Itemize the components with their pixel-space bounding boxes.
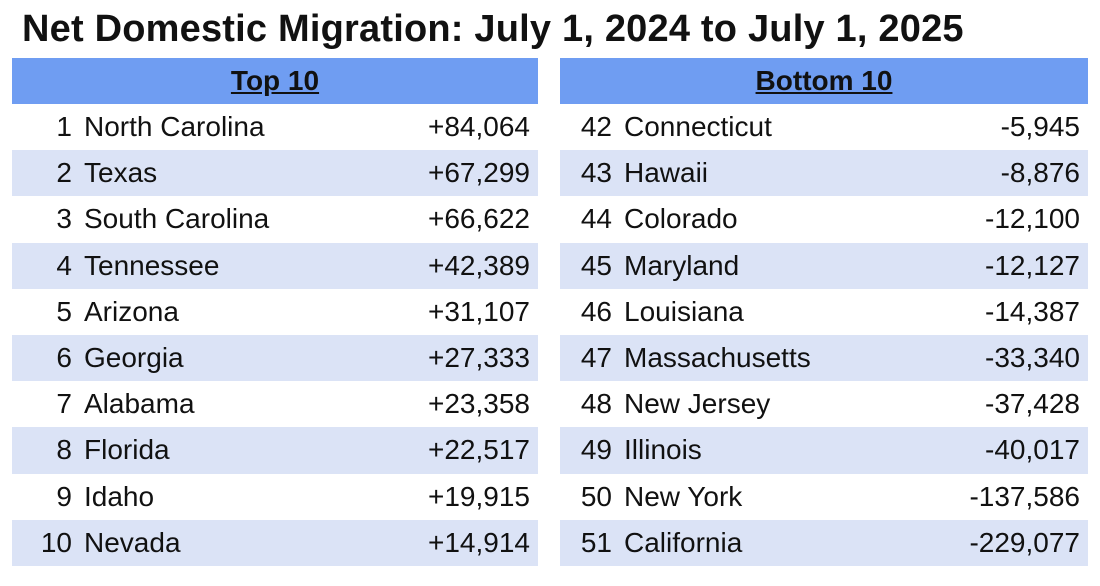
table-row: 10 Nevada +14,914 <box>12 519 538 566</box>
state-cell: North Carolina <box>84 111 265 143</box>
rank-cell: 46 <box>580 295 612 327</box>
table-row: 50 New York -137,586 <box>560 474 1088 520</box>
value-cell: +42,389 <box>428 249 530 281</box>
value-cell: -229,077 <box>969 526 1080 558</box>
table-row: 5 Arizona +31,107 <box>12 289 538 335</box>
state-cell: Idaho <box>84 480 155 512</box>
table-row: 49 Illinois -40,017 <box>560 427 1088 474</box>
state-cell: South Carolina <box>84 203 270 235</box>
rank-cell: 6 <box>56 342 72 374</box>
value-cell: +67,299 <box>428 157 530 189</box>
table-row: 42 Connecticut -5,945 <box>560 104 1088 150</box>
state-cell: Nevada <box>84 526 181 558</box>
value-cell: -137,586 <box>969 480 1080 512</box>
table-row: 1 North Carolina +84,064 <box>12 104 538 150</box>
bottom-10-table: Bottom 10 42 Connecticut -5,945 43 Hawaii -8,… <box>560 58 1088 566</box>
state-cell: Connecticut <box>624 111 772 143</box>
table-row: 8 Florida +22,517 <box>12 427 538 474</box>
value-cell: -8,876 <box>1000 157 1080 189</box>
top-10-rows: 1 North Carolina +84,064 2 Texas +67,299 3 Sout… <box>12 104 538 566</box>
table-row: 46 Louisiana -14,387 <box>560 289 1088 335</box>
rank-cell: 1 <box>56 111 72 143</box>
value-cell: -33,340 <box>985 342 1080 374</box>
table-row: 9 Idaho +19,915 <box>12 474 538 520</box>
rank-cell: 43 <box>580 157 612 189</box>
rank-cell: 3 <box>56 203 72 235</box>
table-row: 2 Texas +67,299 <box>12 150 538 197</box>
state-cell: Hawaii <box>624 157 709 189</box>
rank-cell: 44 <box>580 203 612 235</box>
page-title: Net Domestic Migration: July 1, 2024 to … <box>22 8 964 50</box>
rank-cell: 10 <box>40 526 72 558</box>
value-cell: +23,358 <box>428 388 530 420</box>
table-row: 45 Maryland -12,127 <box>560 242 1088 289</box>
value-cell: +84,064 <box>428 111 530 143</box>
state-cell: New York <box>624 480 743 512</box>
state-cell: Georgia <box>84 342 184 374</box>
state-cell: Louisiana <box>624 295 744 327</box>
rank-cell: 50 <box>580 480 612 512</box>
rank-cell: 2 <box>56 157 72 189</box>
value-cell: -37,428 <box>985 388 1080 420</box>
value-cell: +27,333 <box>428 342 530 374</box>
rank-cell: 5 <box>56 295 72 327</box>
value-cell: -12,100 <box>985 203 1080 235</box>
state-cell: New Jersey <box>624 388 771 420</box>
value-cell: +31,107 <box>428 295 530 327</box>
rank-cell: 8 <box>56 434 72 466</box>
top-10-header: Top 10 <box>12 58 538 104</box>
rank-cell: 42 <box>580 111 612 143</box>
state-cell: Massachusetts <box>624 342 811 374</box>
value-cell: -40,017 <box>985 434 1080 466</box>
state-cell: Alabama <box>84 388 195 420</box>
top-10-table: Top 10 1 North Carolina +84,064 2 Texas +67,2… <box>12 58 538 566</box>
rank-cell: 48 <box>580 388 612 420</box>
state-cell: Texas <box>84 157 158 189</box>
bottom-10-header: Bottom 10 <box>560 58 1088 104</box>
table-row: 51 California -229,077 <box>560 519 1088 566</box>
table-row: 48 New Jersey -37,428 <box>560 381 1088 427</box>
rank-cell: 7 <box>56 388 72 420</box>
state-cell: Arizona <box>84 295 179 327</box>
state-cell: Tennessee <box>84 249 220 281</box>
state-cell: Florida <box>84 434 170 466</box>
value-cell: +14,914 <box>428 526 530 558</box>
rank-cell: 9 <box>56 480 72 512</box>
state-cell: Illinois <box>624 434 702 466</box>
rank-cell: 51 <box>580 526 612 558</box>
value-cell: +19,915 <box>428 480 530 512</box>
table-row: 47 Massachusetts -33,340 <box>560 334 1088 382</box>
rank-cell: 47 <box>580 342 612 374</box>
rank-cell: 49 <box>580 434 612 466</box>
state-cell: Maryland <box>624 249 740 281</box>
value-cell: +66,622 <box>428 203 530 235</box>
table-row: 3 South Carolina +66,622 <box>12 196 538 242</box>
table-row: 6 Georgia +27,333 <box>12 334 538 382</box>
table-row: 43 Hawaii -8,876 <box>560 150 1088 197</box>
value-cell: -5,945 <box>1000 111 1080 143</box>
value-cell: +22,517 <box>428 434 530 466</box>
table-row: 44 Colorado -12,100 <box>560 196 1088 242</box>
state-cell: Colorado <box>624 203 738 235</box>
table-row: 7 Alabama +23,358 <box>12 381 538 427</box>
state-cell: California <box>624 526 743 558</box>
rank-cell: 45 <box>580 249 612 281</box>
table-row: 4 Tennessee +42,389 <box>12 242 538 289</box>
value-cell: -12,127 <box>985 249 1080 281</box>
bottom-10-rows: 42 Connecticut -5,945 43 Hawaii -8,876 44 Color… <box>560 104 1088 566</box>
rank-cell: 4 <box>56 249 72 281</box>
value-cell: -14,387 <box>985 295 1080 327</box>
